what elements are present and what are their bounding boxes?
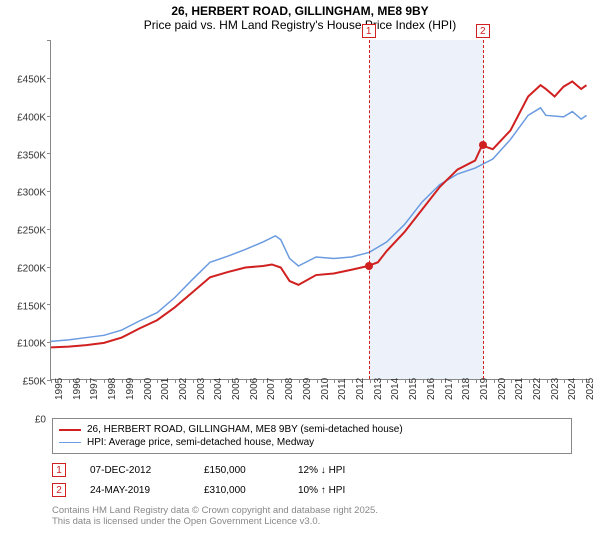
credits: Contains HM Land Registry data © Crown c… [52,505,378,528]
y-axis-label: £100K [0,339,46,350]
x-axis-label: 2003 [196,378,207,400]
x-axis-label: 1999 [125,378,136,400]
transaction-delta: 10% ↑ HPI [298,485,345,496]
x-axis-label: 2006 [249,378,260,400]
x-axis-label: 2009 [302,378,313,400]
x-axis-label: 2008 [284,378,295,400]
series-price_paid [51,81,586,347]
transaction-date: 24-MAY-2019 [90,485,180,496]
y-axis-label: £150K [0,301,46,312]
x-axis-label: 2018 [461,378,472,400]
x-axis-label: 1996 [72,378,83,400]
x-axis-label: 2024 [567,378,578,400]
legend-swatch [59,442,81,444]
x-axis-label: 1997 [89,378,100,400]
credits-line2: This data is licensed under the Open Gov… [52,516,378,527]
x-axis-label: 2021 [514,378,525,400]
y-axis-label: £450K [0,75,46,86]
plot-region: 1995199619971998199920002001200220032004… [50,40,590,380]
vertical-marker-line [483,40,484,379]
y-axis-label: £350K [0,150,46,161]
chart-area: 1995 1996 1997 1998 1999 2000 2001 2002 2003 2004… [0,40,600,410]
x-axis-label: 2005 [231,378,242,400]
data-point [365,262,373,270]
x-axis-label: 2022 [532,378,543,400]
credits-line1: Contains HM Land Registry data © Crown c… [52,505,378,516]
transaction-marker: 1 [52,463,66,477]
x-axis-label: 1995 [54,378,65,400]
x-axis-label: 2007 [266,378,277,400]
x-axis-label: 2000 [143,378,154,400]
x-axis-label: 2001 [160,378,171,400]
x-axis-label: 2015 [408,378,419,400]
x-axis-label: 2020 [497,378,508,400]
vertical-marker-line [369,40,370,379]
x-axis-label: 2011 [337,378,348,400]
x-axis-label: 2002 [178,378,189,400]
data-point [479,141,487,149]
chart-subtitle: Price paid vs. HM Land Registry's House … [0,18,600,36]
x-axis-label: 2016 [426,378,437,400]
chart-title: 26, HERBERT ROAD, GILLINGHAM, ME8 9BY [0,0,600,18]
transaction-delta: 12% ↓ HPI [298,465,345,476]
legend-label: 26, HERBERT ROAD, GILLINGHAM, ME8 9BY (s… [87,424,403,435]
transaction-price: £150,000 [204,465,274,476]
x-axis-label: 2019 [479,378,490,400]
y-axis-label: £0 [0,415,46,426]
y-axis-label: £250K [0,226,46,237]
transaction-price: £310,000 [204,485,274,496]
y-axis-label: £300K [0,188,46,199]
legend-swatch [59,429,81,431]
x-axis-label: 2012 [355,378,366,400]
legend-item: 26, HERBERT ROAD, GILLINGHAM, ME8 9BY (s… [59,423,565,436]
transaction-row: 2 24-MAY-2019 £310,000 10% ↑ HPI [52,480,345,500]
x-axis-label: 2013 [373,378,384,400]
transaction-row: 1 07-DEC-2012 £150,000 12% ↓ HPI [52,460,345,480]
legend: 26, HERBERT ROAD, GILLINGHAM, ME8 9BY (s… [52,418,572,454]
x-axis-label: 2017 [444,378,455,400]
transaction-date: 07-DEC-2012 [90,465,180,476]
transaction-table: 1 07-DEC-2012 £150,000 12% ↓ HPI 2 24-MAY-201… [52,460,345,500]
y-axis-label: £50K [0,377,46,388]
y-axis-label: £400K [0,112,46,123]
x-axis-label: 2004 [213,378,224,400]
transaction-marker: 2 [52,483,66,497]
marker-label: 1 [362,24,376,38]
x-axis-label: 1998 [107,378,118,400]
x-axis-label: 2010 [320,378,331,400]
line-canvas [51,40,590,379]
y-axis-label: £200K [0,263,46,274]
legend-item: HPI: Average price, semi-detached house,… [59,436,565,449]
series-hpi [51,108,586,342]
x-axis-label: 2014 [390,378,401,400]
x-axis-label: 2023 [550,378,561,400]
marker-label: 2 [476,24,490,38]
legend-label: HPI: Average price, semi-detached house,… [87,437,314,448]
x-axis-label: 2025 [585,378,596,400]
